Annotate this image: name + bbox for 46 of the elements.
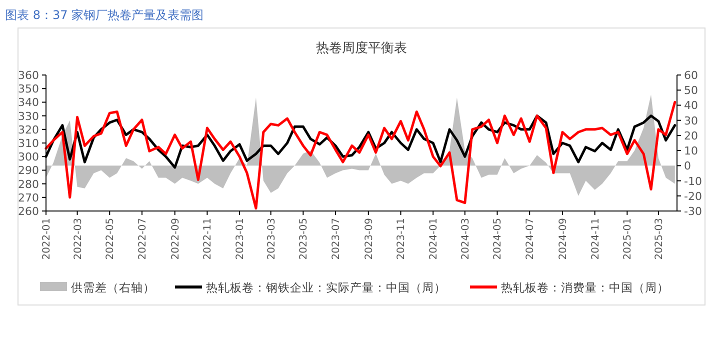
y-tick-label: 360	[18, 69, 39, 82]
y2-tick-label: -20	[684, 190, 702, 203]
legend-label: 热轧板卷：钢铁企业：实际产量：中国（周）	[206, 280, 446, 294]
legend-label: 热轧板卷：消费量：中国（周）	[501, 280, 669, 294]
y-tick-label: 260	[18, 205, 39, 218]
x-tick-label: 2024-07	[525, 218, 536, 260]
x-tick-label: 2023-03	[266, 218, 278, 260]
x-tick-label: 2022-01	[42, 218, 52, 260]
x-tick-label: 2022-05	[105, 218, 116, 260]
x-tick-label: 2023-07	[331, 218, 342, 260]
y2-tick-label: 50	[684, 84, 698, 98]
y-tick-label: 280	[18, 178, 39, 191]
y2-tick-label: 0	[684, 160, 691, 173]
x-tick-label: 2025-03	[654, 218, 665, 260]
x-tick-label: 2022-07	[137, 218, 148, 260]
x-tick-label: 2023-11	[396, 218, 408, 260]
y2-tick-label: 30	[684, 114, 698, 128]
chart-subtitle: 热卷周度平衡表	[316, 40, 407, 56]
y2-tick-label: 20	[684, 129, 698, 142]
x-tick-label: 2024-01	[428, 218, 440, 260]
y2-tick-label: 60	[684, 69, 698, 82]
y-tick-label: 270	[18, 191, 39, 204]
y-tick-label: 310	[18, 137, 39, 150]
x-tick-label: 2024-09	[558, 218, 569, 260]
x-tick-label: 2024-03	[460, 218, 472, 260]
y2-tick-label: -10	[684, 174, 702, 188]
y2-tick-label: 40	[684, 99, 698, 112]
x-tick-label: 2025-01	[622, 218, 634, 260]
x-tick-label: 2024-05	[492, 218, 504, 260]
y-tick-label: 300	[18, 150, 39, 164]
x-tick-label: 2023-09	[364, 218, 375, 260]
y-tick-label: 320	[18, 123, 39, 136]
x-tick-label: 2022-09	[170, 218, 182, 260]
y-tick-label: 330	[18, 110, 39, 123]
x-tick-label: 2023-01	[235, 218, 246, 260]
x-tick-label: 2023-05	[298, 218, 310, 260]
y2-tick-label: 10	[684, 144, 698, 158]
x-tick-label: 2022-11	[202, 218, 214, 260]
y2-tick-label: -30	[684, 205, 702, 218]
legend-label: 供需差（右轴）	[71, 280, 155, 294]
chart-title: 图表 8：37 家钢厂热卷产量及表需图	[5, 8, 204, 22]
x-tick-label: 2024-11	[590, 218, 602, 260]
y-tick-label: 290	[18, 164, 39, 178]
y-tick-label: 340	[18, 96, 39, 110]
y-tick-label: 350	[18, 82, 39, 96]
x-tick-label: 2022-03	[72, 218, 84, 260]
